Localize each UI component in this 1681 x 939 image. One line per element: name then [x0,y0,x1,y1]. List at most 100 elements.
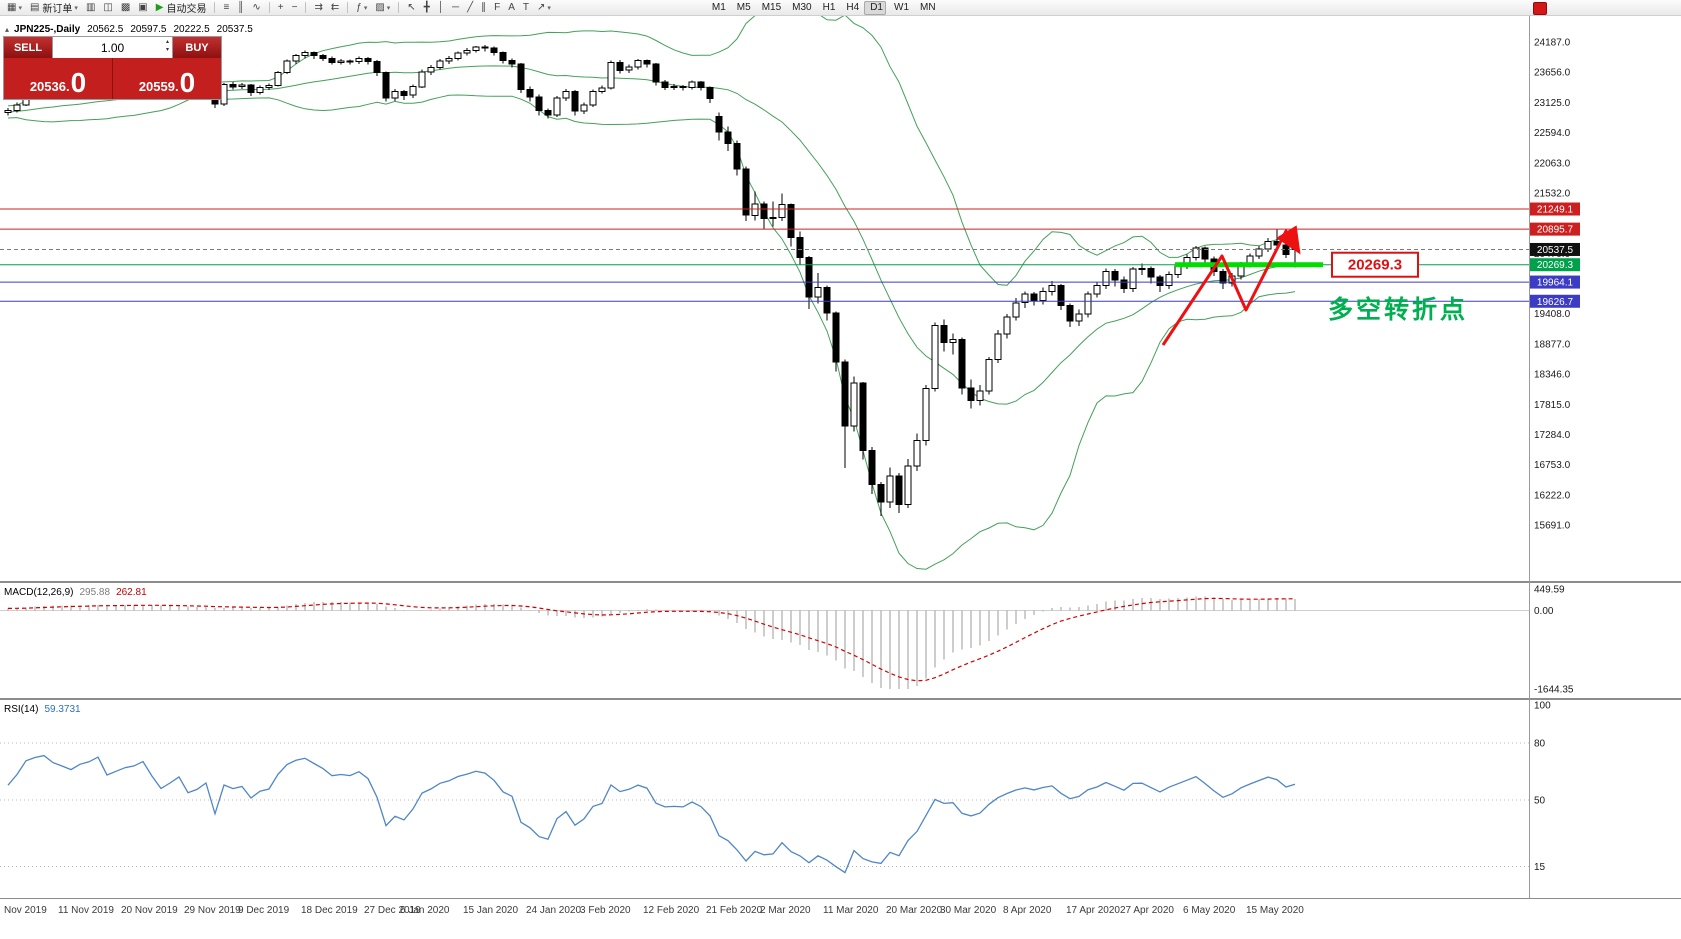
bar-chart-button[interactable]: ≡ [220,1,232,15]
templates-button-caret-icon[interactable]: ▾ [386,4,391,12]
channel-button[interactable]: ∥ [478,1,489,15]
candle-body [373,61,381,74]
candle-body [661,81,669,88]
vertical-line-button-icon: │ [437,1,444,13]
candle-body [265,85,273,88]
trade-panel-toggle-icon[interactable]: ▴ [5,25,10,34]
buy-price-small: 20559. [138,79,179,95]
terminal-button[interactable]: ▣ [135,1,150,15]
new-order-button-caret-icon[interactable]: ▾ [74,4,78,12]
auto-scroll-button-icon: ⇉ [314,1,323,13]
candle-body [832,312,840,363]
candle-body [481,46,489,49]
timeframe-m30[interactable]: M30 [786,1,814,15]
timeframe-mn[interactable]: MN [914,1,939,15]
timeframe-h4[interactable]: H4 [840,1,862,15]
timeframe-m1[interactable]: M1 [706,1,729,15]
candle-body [841,361,849,427]
volume-input[interactable]: 1.00 ▴ ▾ [52,37,173,58]
templates-button[interactable]: ▨ ▾ [372,1,393,15]
fibonacci-button[interactable]: F [491,1,503,15]
crosshair-button[interactable]: ╋ [421,1,433,15]
main-chart[interactable]: 24187.0 23656.0 23125.0 22594.0 22063.0 21532… [0,16,1681,581]
candle-body [382,72,390,99]
new-chart-button[interactable]: ▦ ▾ [4,1,25,15]
arrows-button[interactable]: ↗ ▾ [534,1,554,15]
new-order-button[interactable]: ▤ 新订单 ▾ [27,1,81,15]
volume-up-icon[interactable]: ▴ [165,39,169,45]
candle-body [517,63,525,91]
timeframe-m30-label: M30 [792,2,812,13]
market-watch-button[interactable]: ▥ [83,1,98,15]
turning-point-annotation-text[interactable]: 多空转折点 [1328,295,1468,324]
chart-shift-button[interactable]: ⇇ [328,1,342,15]
candle-body [1111,271,1119,281]
vertical-line-button[interactable]: │ [435,1,447,15]
buy-price[interactable]: 20559. 0 [113,58,221,99]
auto-trading-button[interactable]: ▶ 自动交易 [153,1,210,15]
candle-body [436,60,444,69]
arrows-button-caret-icon[interactable]: ▾ [547,4,551,12]
zoom-out-button[interactable]: − [289,1,301,15]
zigzag-arrow-annotation[interactable] [1161,225,1301,346]
candlestick-chart-button[interactable]: ║ [234,1,247,15]
ohlc-close: 20537.5 [216,24,253,35]
rsi-scale-label: 100 [1534,701,1551,712]
line-chart-button[interactable]: ∿ [249,1,263,15]
text-button[interactable]: A [505,1,518,15]
bollinger-middle-band [7,65,1296,405]
candle-body [976,390,984,402]
buy-button[interactable]: BUY [173,37,221,58]
cursor-button[interactable]: ↖ [404,1,418,15]
templates-button-icon: ▨ [375,1,385,13]
new-chart-button-caret-icon[interactable]: ▾ [18,4,22,12]
indicators-button-caret-icon[interactable]: ▾ [363,4,368,12]
candle-body [895,475,903,506]
ohlc-low: 20222.5 [173,24,210,35]
price-callout-box[interactable] [1331,251,1419,278]
candle-body [715,115,723,133]
candle-body [13,104,21,112]
sell-price[interactable]: 20536. 0 [4,58,113,99]
price-axis-separator[interactable] [1529,16,1530,898]
sell-button[interactable]: SELL [4,37,52,58]
timeframe-d1[interactable]: D1 [864,0,886,15]
price-tag-text: 20537.5 [1537,245,1574,256]
candle-body [580,104,588,112]
candle-body [256,86,264,93]
volume-down-icon[interactable]: ▾ [165,46,169,53]
rsi-chart[interactable]: 100 80 50 15 [0,700,1681,898]
volume-spinner[interactable]: ▴ ▾ [166,39,169,54]
timeframe-m5-label: M5 [736,2,751,13]
candle-body [400,90,408,96]
candle-body [625,66,633,71]
candle-body [931,325,939,390]
timeframe-h1[interactable]: H1 [817,1,839,15]
timeframe-w1[interactable]: W1 [888,1,912,15]
date-tick-label: 11 Mar 2020 [823,905,879,916]
timeframe-m5[interactable]: M5 [731,1,754,15]
macd-value: 295.88 [79,587,111,598]
trendline-button[interactable]: ╱ [464,1,476,15]
candle-body [1021,293,1029,304]
line-chart-button-icon: ∿ [252,1,261,13]
corner-red-indicator[interactable] [1533,2,1547,15]
toolbar-separator [347,2,349,13]
horizontal-line-button[interactable]: ─ [449,1,462,15]
date-tick-label: 9 Dec 2019 [238,905,290,916]
navigator-button[interactable]: ▩ [118,1,133,15]
data-window-button[interactable]: ◫ [100,1,115,15]
label-button[interactable]: T [520,1,532,15]
toolbar-separator [214,2,216,13]
candle-body [796,236,804,258]
timeframe-m15[interactable]: M15 [756,1,784,15]
support-zone-line[interactable] [1175,262,1323,268]
indicators-button[interactable]: ƒ ▾ [353,1,370,15]
zoom-in-button[interactable]: + [275,1,287,15]
date-axis[interactable]: Nov 2019 11 Nov 2019 20 Nov 2019 29 Nov 201… [0,898,1681,939]
top-toolbar: ▦ ▾ ▤ 新订单 ▾ ▥ ◫ ▩ ▣ ▶ 自动交易 ≡ ║ ∿ + − ⇉ ⇇ ƒ ▾ ▨ ▾ ↖ ╋ │ ─ ╱ ∥ F A T ↗ ▾ M1… [0,0,1681,16]
macd-chart[interactable]: 449.59 0.00 -1644.35 [0,583,1681,698]
candle-body [283,60,291,74]
auto-scroll-button[interactable]: ⇉ [311,1,325,15]
